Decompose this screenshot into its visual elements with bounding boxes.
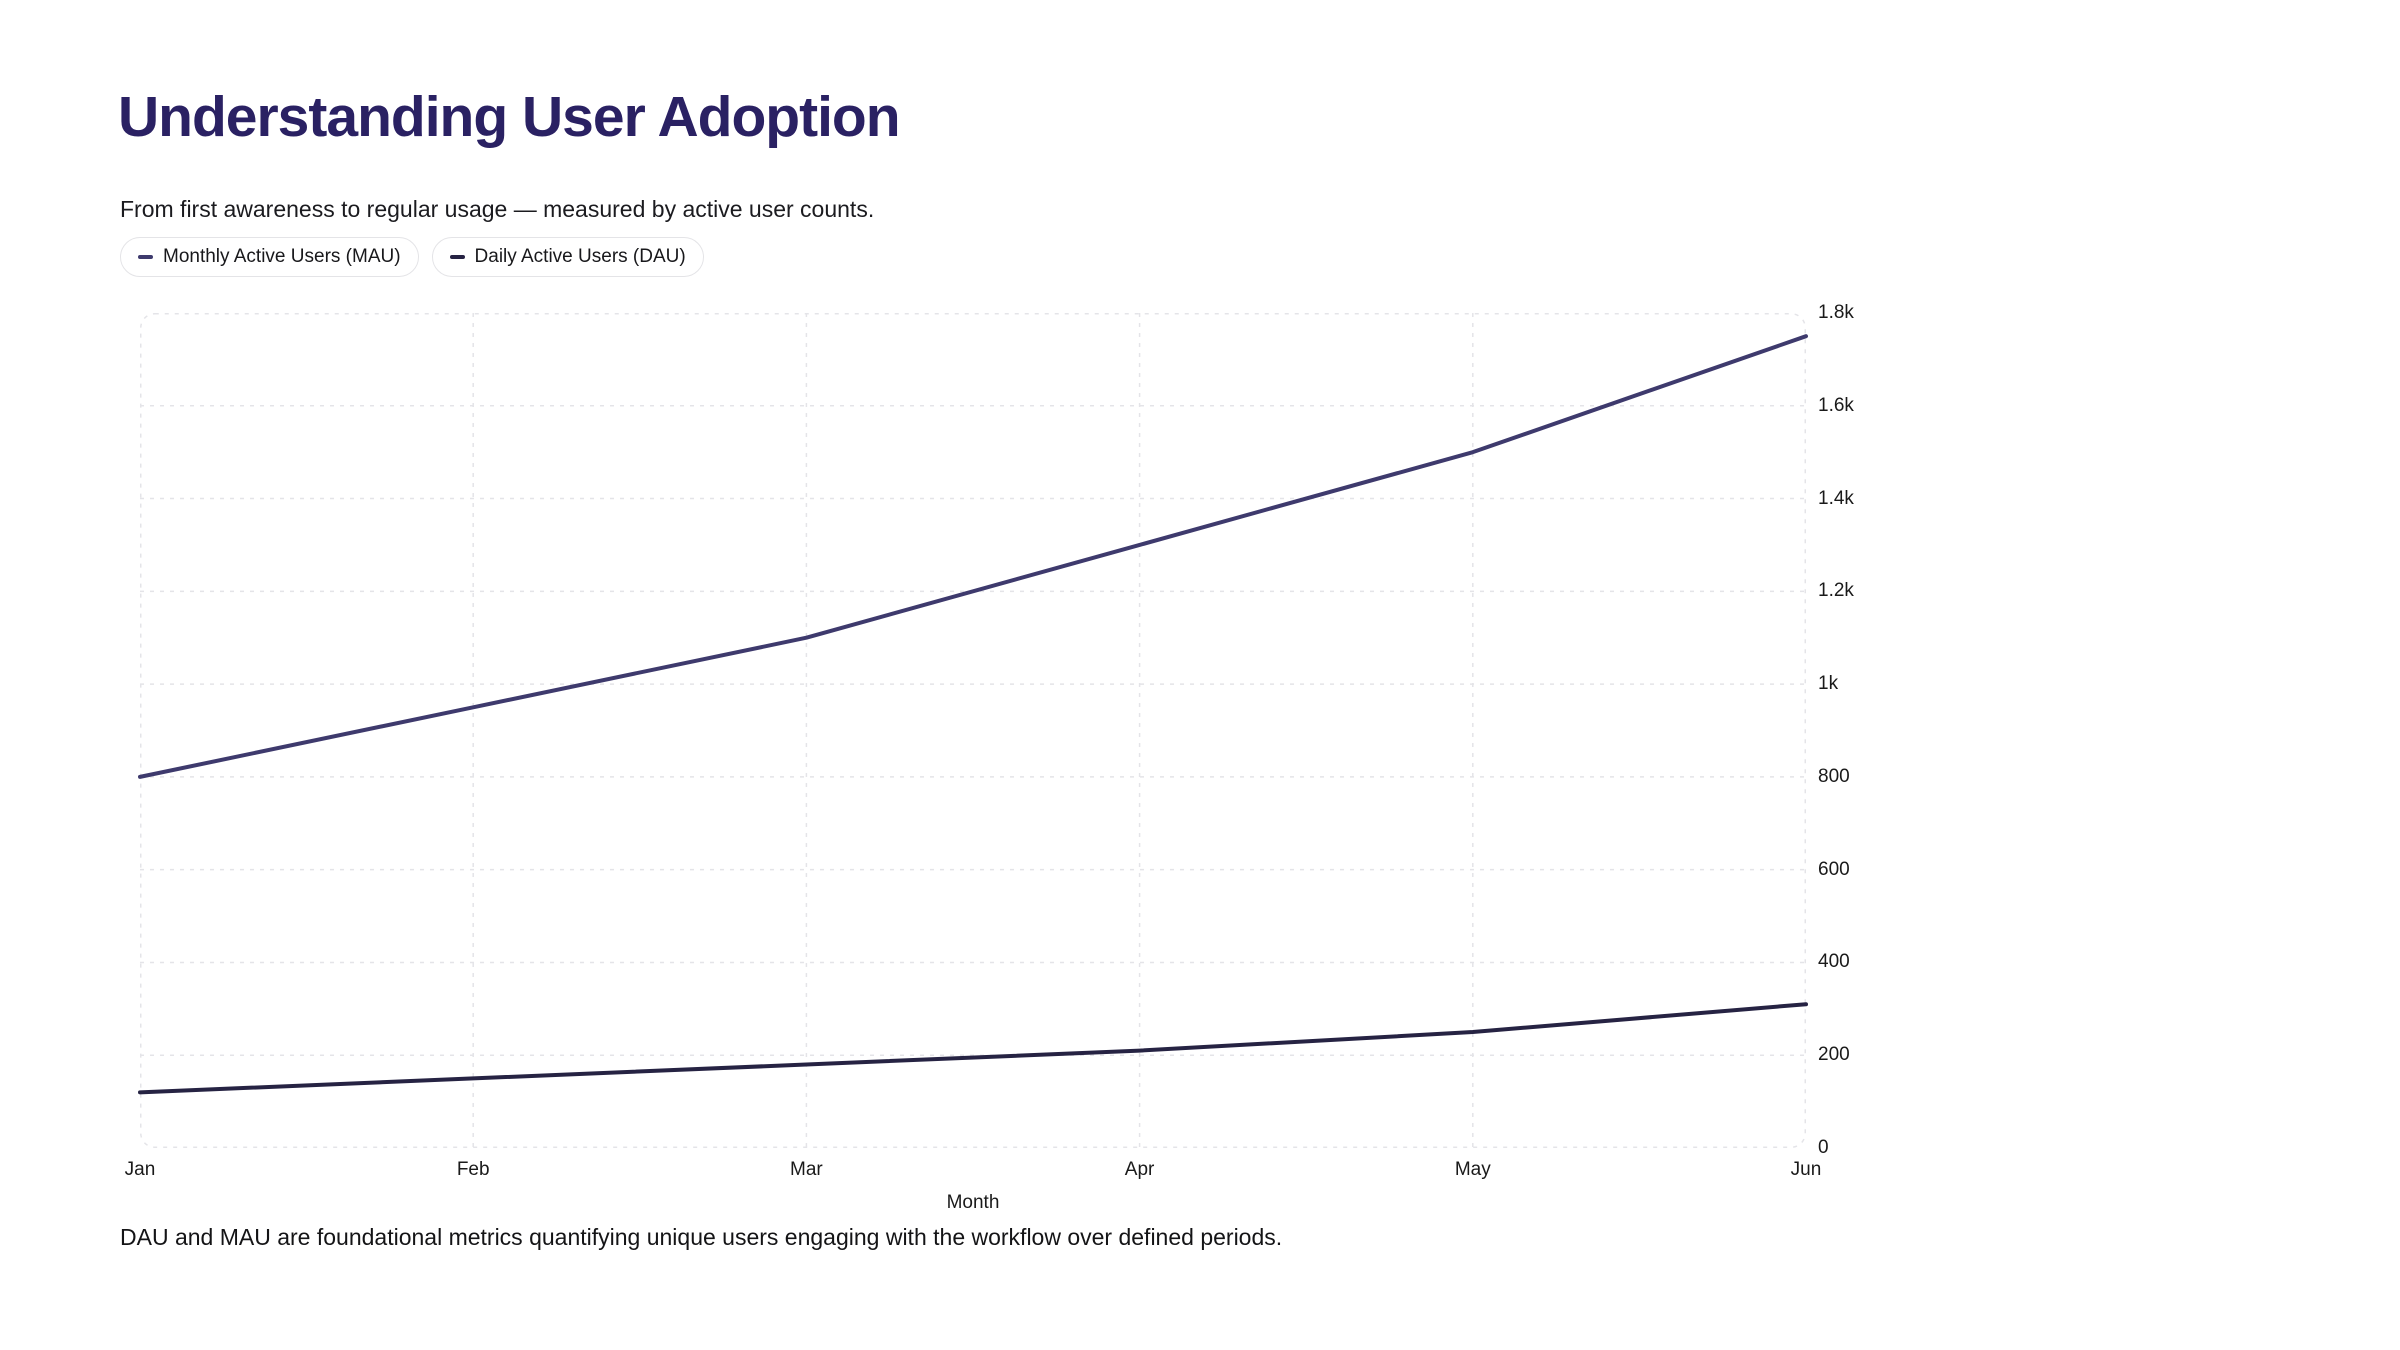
y-tick-label: 600 [1818, 858, 1850, 880]
series-line-0 [138, 334, 1808, 779]
chart-plot-area [138, 313, 1808, 1148]
y-tick-label: 1.4k [1818, 487, 1854, 509]
y-axis-labels: 0 200 400 600 800 1k 1.2k 1.4k 1.6k 1.8k [1818, 302, 1908, 1158]
plot-border [140, 313, 1806, 1148]
chart-legend: Monthly Active Users (MAU) Daily Active … [120, 237, 704, 277]
legend-item-dau-label: Daily Active Users (DAU) [474, 246, 686, 267]
x-axis-labels: Jan Feb Mar Apr May Jun [125, 1159, 1822, 1185]
chart-caption: DAU and MAU are foundational metrics qua… [120, 1224, 1283, 1250]
y-tick-label: 1.8k [1818, 302, 1854, 323]
x-tick-label: Apr [1124, 1159, 1155, 1180]
legend-item-mau[interactable]: Monthly Active Users (MAU) [120, 237, 419, 277]
x-tick-label: May [1454, 1159, 1491, 1180]
page-title: Understanding User Adoption [118, 85, 901, 149]
y-tick-label: 1k [1818, 673, 1839, 695]
legend-item-dau[interactable]: Daily Active Users (DAU) [431, 237, 704, 277]
y-tick-label: 200 [1818, 1044, 1850, 1066]
y-tick-label: 800 [1818, 765, 1850, 787]
x-tick-label: Feb [456, 1159, 490, 1180]
dau-line-swatch-icon [449, 255, 465, 259]
y-tick-label: 1.2k [1818, 580, 1854, 602]
page-subtitle: From first awareness to regular usage — … [120, 196, 875, 222]
x-tick-label: Jun [1790, 1159, 1822, 1180]
mau-line-swatch-icon [138, 255, 153, 259]
x-tick-label: Jan [124, 1159, 156, 1180]
line-chart [138, 313, 1808, 1148]
x-axis-title: Month [946, 1192, 1000, 1213]
x-tick-label: Mar [790, 1159, 823, 1180]
series-line-1 [138, 1002, 1808, 1095]
legend-item-mau-label: Monthly Active Users (MAU) [163, 246, 401, 267]
y-tick-label: 0 [1818, 1137, 1829, 1158]
y-tick-label: 400 [1818, 951, 1850, 973]
y-tick-label: 1.6k [1818, 394, 1854, 416]
